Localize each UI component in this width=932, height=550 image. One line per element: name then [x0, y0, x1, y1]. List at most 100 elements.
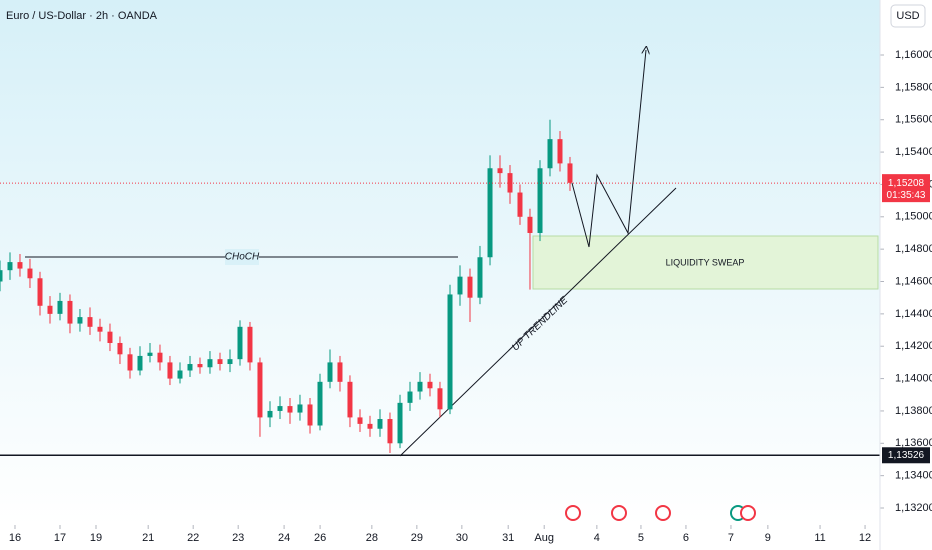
candle-body [307, 404, 313, 426]
y-tick-label: 1,14200 [895, 340, 932, 352]
last-price: 1,15208 [888, 178, 925, 189]
candle-body [267, 410, 273, 418]
candle-body [237, 326, 243, 360]
candle-body [227, 359, 233, 365]
x-tick-label: 11 [814, 532, 825, 544]
candle-body [447, 294, 453, 410]
candle-body [147, 352, 153, 356]
candle-body [317, 381, 323, 426]
y-tick-label: 1,15000 [895, 211, 932, 223]
x-tick-label: 4 [594, 532, 600, 544]
x-tick-label: 5 [638, 532, 644, 544]
candle-body [297, 404, 303, 413]
last-price-bg [882, 174, 930, 203]
candle-body [57, 300, 63, 314]
y-tick-label: 1,14800 [895, 243, 932, 255]
candle-body [87, 317, 93, 327]
y-tick-label: 1,13600 [895, 437, 932, 449]
y-tick-label: 1,14600 [895, 275, 932, 287]
candle-body [547, 139, 553, 169]
candle-body [417, 381, 423, 392]
candle-body [7, 262, 13, 271]
event-icons [565, 505, 756, 521]
candle-body [537, 168, 543, 233]
x-tick-label: 22 [187, 532, 199, 544]
event-icon[interactable] [740, 505, 756, 521]
candle-body [567, 163, 573, 183]
currency-button[interactable] [890, 4, 926, 28]
x-tick-label: 28 [366, 532, 378, 544]
candle-body [167, 362, 173, 379]
candle-body [557, 139, 563, 164]
y-tick-label: 1,14000 [895, 372, 932, 384]
chart-title: Euro / US-Dollar · 2h · OANDA [6, 10, 158, 22]
candle-body [117, 342, 123, 355]
x-tick-label: 31 [502, 532, 514, 544]
candle-body [377, 419, 383, 429]
candle-body [487, 168, 493, 258]
x-tick-label: 16 [9, 532, 21, 544]
y-tick-label: 1,15400 [895, 146, 932, 158]
countdown: 01:35:43 [887, 190, 926, 201]
candle-body [327, 362, 333, 382]
candle-body [157, 352, 163, 363]
candle-body [47, 305, 53, 314]
y-tick-label: 1,15800 [895, 81, 932, 93]
candle-body [467, 276, 473, 298]
candle-body [527, 216, 533, 233]
candle-body [137, 355, 143, 371]
candle-body [207, 359, 213, 368]
y-tick-label: 1,14400 [895, 308, 932, 320]
event-icon[interactable] [565, 505, 581, 521]
candle-body [287, 406, 293, 413]
event-icon[interactable] [611, 505, 627, 521]
liquidity-zone [532, 235, 879, 290]
y-tick-label: 1,13400 [895, 470, 932, 482]
y-tick-label: 1,13800 [895, 405, 932, 417]
x-tick-label: 12 [859, 532, 871, 544]
y-tick-label: 1,13200 [895, 502, 932, 514]
x-tick-label: 30 [456, 532, 468, 544]
y-tick-label: 1,15600 [895, 114, 932, 126]
candle-body [497, 168, 503, 174]
candle-body [107, 331, 113, 343]
candle-body [367, 423, 373, 429]
candle-body [337, 362, 343, 382]
event-icon[interactable] [655, 505, 671, 521]
x-tick-label: 9 [765, 532, 771, 544]
x-tick-label: 21 [142, 532, 154, 544]
trendline [399, 187, 677, 457]
candle-body [37, 278, 43, 306]
liquidity-label: LIQUIDITY SWEAP [666, 257, 745, 267]
candle-body [127, 354, 133, 371]
x-tick-label: 19 [90, 532, 102, 544]
candle-body [247, 326, 253, 363]
candle-body [0, 270, 3, 282]
x-tick-label: 7 [728, 532, 734, 544]
candle-body [507, 173, 513, 193]
candle-body [387, 419, 393, 444]
candle-body [17, 262, 23, 269]
projection-path [571, 50, 646, 248]
y-tick-label: 1,16000 [895, 49, 932, 61]
currency[interactable]: USD [896, 10, 919, 22]
x-tick-label: 26 [314, 532, 326, 544]
candle-body [77, 317, 83, 324]
support-price-bg [882, 447, 930, 464]
x-tick-label: 23 [232, 532, 244, 544]
candle-body [347, 381, 353, 418]
candle-body [517, 192, 523, 217]
candle-body [177, 370, 183, 379]
x-tick-label: 17 [54, 532, 66, 544]
candle-body [457, 276, 463, 295]
candle-body [97, 326, 103, 332]
time-axis [0, 525, 880, 550]
candle-body [437, 388, 443, 410]
candle-body [277, 406, 283, 411]
candle-body [427, 381, 433, 389]
support-price: 1,13526 [888, 450, 925, 461]
x-tick-label: 6 [683, 532, 689, 544]
x-tick-label: Aug [534, 532, 554, 544]
x-tick-label: 29 [411, 532, 423, 544]
